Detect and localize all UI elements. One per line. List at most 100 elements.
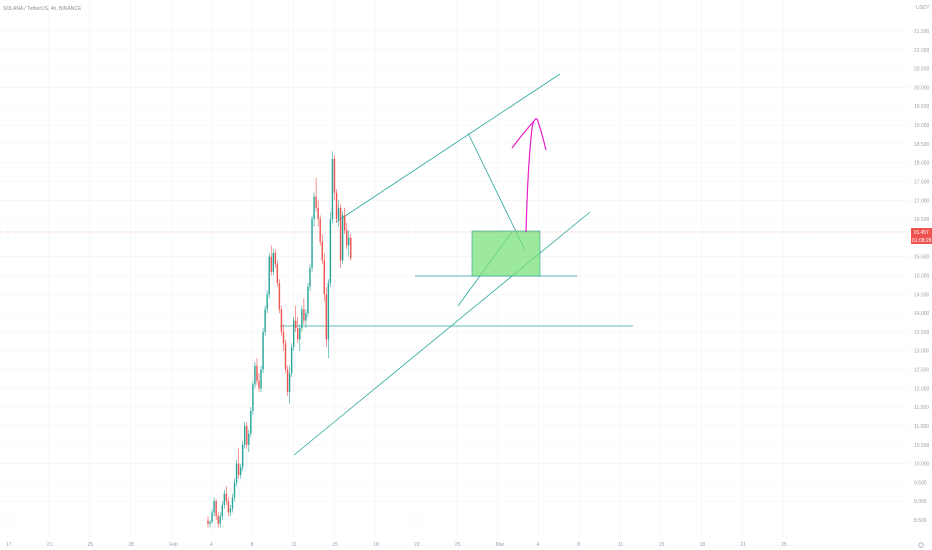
candle-body (303, 309, 305, 321)
x-tick-label: 18 (700, 542, 706, 548)
price-axis[interactable]: 21.500 21.000 20.500 20.000 19.500 19.000 18.5… (914, 29, 930, 524)
candle (348, 230, 350, 257)
x-tick-label: 11 (292, 542, 297, 548)
candle (325, 286, 328, 347)
x-tick-label: 18 (373, 542, 379, 548)
candle-body (258, 380, 260, 389)
time-axis[interactable]: 17 21 25 28 Feb 4 8 11 15 18 22 25 Mar 4 8 11 15 18 21 25 (6, 542, 787, 548)
candle (223, 489, 226, 509)
candle (272, 249, 274, 276)
candle (250, 407, 252, 438)
y-tick-label: 18.000 (914, 161, 930, 167)
candle-body (244, 425, 246, 445)
candle-body (229, 508, 232, 513)
candle (262, 328, 264, 374)
buy-zone[interactable] (471, 230, 541, 277)
y-tick-label: 20.500 (914, 67, 930, 73)
candle (233, 478, 236, 502)
candle-body (337, 207, 340, 220)
candle-body (327, 283, 330, 340)
candle-body (309, 267, 311, 287)
candle-body (335, 192, 338, 220)
candle-body (239, 467, 242, 475)
candle-body (276, 264, 279, 284)
settings-icon[interactable] (918, 542, 924, 548)
candle (303, 298, 305, 325)
candle (315, 177, 317, 212)
candle-body (280, 309, 283, 332)
candle-body (278, 283, 281, 310)
candle-body (274, 252, 277, 265)
candle (295, 305, 297, 332)
candle (341, 211, 344, 265)
candle-body (317, 207, 319, 220)
candle-body (262, 331, 264, 370)
x-tick-label: 21 (740, 542, 746, 548)
candle-body (209, 521, 211, 524)
y-tick-label: 9.500 (914, 480, 927, 486)
candle (266, 290, 268, 314)
candle (244, 422, 246, 449)
candle (313, 192, 315, 227)
pattern-line-top-down (467, 132, 526, 251)
currency-label: USDT (916, 5, 930, 11)
candle (225, 486, 228, 505)
candle (227, 497, 230, 517)
candle (278, 279, 281, 314)
candle (297, 316, 299, 344)
y-tick-label: 18.500 (914, 142, 930, 148)
x-tick-label: 28 (128, 542, 134, 548)
candle-body (215, 501, 217, 517)
x-tick-label: 25 (781, 542, 787, 548)
candle-body (297, 328, 299, 340)
y-tick-label: 17.000 (914, 198, 930, 204)
candle-body (241, 444, 244, 468)
candle-body (227, 501, 230, 513)
x-tick-label: Mar (496, 542, 505, 548)
x-tick-label: 15 (332, 542, 338, 548)
candle-body (213, 501, 215, 513)
projection-arrow (511, 118, 547, 233)
candle (335, 188, 338, 223)
candle-body (290, 346, 293, 374)
candle (284, 339, 287, 374)
candle-body (319, 219, 321, 242)
candle (209, 520, 211, 528)
candle-body (237, 463, 240, 475)
y-tick-label: 13.000 (914, 349, 930, 355)
x-tick-label: 21 (47, 542, 53, 548)
candle-body (333, 158, 336, 193)
y-tick-label: 21.500 (914, 29, 930, 35)
candle (319, 215, 321, 246)
candle-body (268, 256, 270, 295)
candle (276, 260, 279, 287)
candle (268, 252, 270, 299)
candle (264, 305, 266, 336)
channel-lines (293, 73, 591, 456)
candle-body (311, 219, 313, 268)
candle-body (282, 331, 285, 344)
candle-body (341, 215, 344, 261)
candle (252, 380, 254, 415)
candle (309, 264, 311, 291)
candle (321, 234, 323, 265)
candle (280, 305, 283, 336)
y-tick-label: 15.500 (914, 255, 930, 261)
candle (248, 429, 250, 453)
candle (235, 459, 238, 487)
candle (241, 441, 244, 472)
y-tick-label: 19.500 (914, 104, 930, 110)
candle-body (313, 196, 315, 220)
y-tick-label: 12.500 (914, 368, 930, 374)
candle-body (325, 294, 328, 340)
y-tick-label: 20.000 (914, 85, 930, 91)
candle (246, 422, 248, 449)
bar-countdown-label: 01:08:28 (912, 238, 932, 244)
candle-body (321, 241, 323, 261)
y-tick-label: 19.000 (914, 123, 930, 129)
candle (219, 512, 221, 528)
candle (329, 211, 332, 287)
candle (231, 493, 234, 513)
candle (286, 365, 289, 396)
